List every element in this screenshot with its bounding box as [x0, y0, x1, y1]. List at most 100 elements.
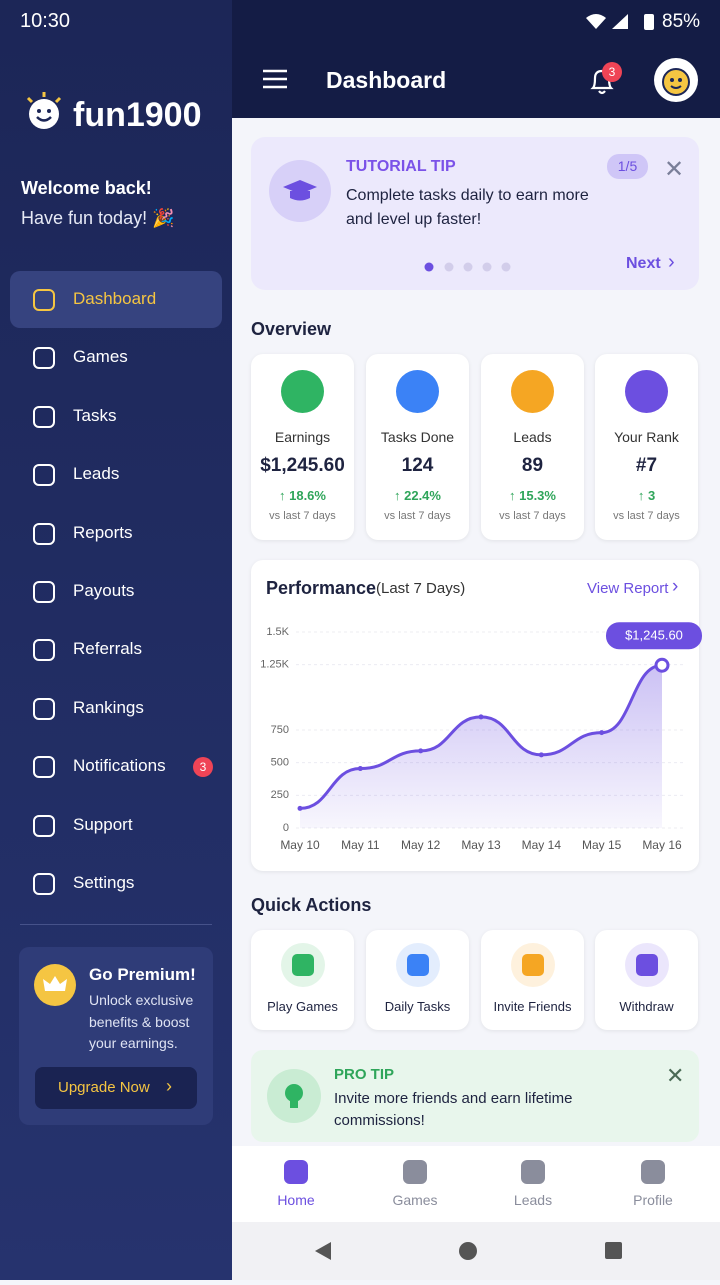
- menu-item[interactable]: Settings: [73, 873, 135, 892]
- action-inner: [522, 954, 544, 976]
- menu-item[interactable]: Notifications: [73, 756, 166, 776]
- pro-tip-label: PRO TIP: [334, 1066, 395, 1083]
- chevron: ›: [672, 576, 679, 597]
- nav-icon[interactable]: [521, 1160, 545, 1184]
- area: [300, 665, 662, 828]
- view-report[interactable]: View Report: [587, 580, 669, 597]
- welcome-sub: Have fun today! 🎉: [21, 208, 175, 228]
- stat-value: 124: [401, 455, 434, 476]
- menu-item[interactable]: Dashboard: [73, 289, 157, 308]
- bulb-icon: [267, 1069, 321, 1123]
- point: [654, 657, 670, 673]
- chevron: ›: [166, 1076, 172, 1096]
- x-tick-label: May 11: [341, 838, 380, 852]
- nav-label[interactable]: Games: [392, 1192, 438, 1208]
- welcome: Welcome back!: [21, 178, 152, 198]
- close[interactable]: ✕: [666, 1063, 685, 1088]
- action-label[interactable]: Daily Tasks: [384, 999, 451, 1014]
- stat-value: 89: [521, 455, 544, 476]
- menu-icon: [32, 814, 56, 838]
- menu-item[interactable]: Reports: [73, 522, 133, 542]
- stat-change: ↑ 3: [637, 488, 656, 503]
- header-bg: [232, 0, 720, 118]
- menu-item[interactable]: Games: [73, 347, 128, 367]
- avatar[interactable]: [654, 58, 698, 102]
- tip-counter: 1/5: [607, 154, 648, 179]
- action-label[interactable]: Play Games: [267, 999, 338, 1014]
- overview-title: Overview: [251, 319, 332, 339]
- menu-item[interactable]: Rankings: [73, 697, 144, 717]
- stat-change: ↑ 18.6%: [279, 488, 326, 503]
- stat-change: ↑ 22.4%: [394, 488, 441, 503]
- stat-label: Your Rank: [614, 429, 679, 445]
- nav-label[interactable]: Profile: [633, 1192, 673, 1208]
- y-tick-label: 750: [271, 724, 289, 736]
- pro-tip-text: Invite more friends and earn lifetime co…: [334, 1090, 573, 1129]
- menu-item[interactable]: Tasks: [73, 405, 117, 425]
- stat-note: vs last 7 days: [499, 510, 566, 522]
- nav-icon[interactable]: [641, 1160, 665, 1184]
- action-inner: [636, 954, 658, 976]
- x-tick-label: May 12: [401, 838, 441, 852]
- menu-icon: [32, 288, 56, 312]
- menu-item[interactable]: Referrals: [73, 639, 142, 659]
- menu-icon: [32, 346, 56, 370]
- pro-tip-card: [251, 1050, 699, 1142]
- x-tick-label: May 14: [522, 838, 562, 852]
- stat-value: #7: [635, 455, 658, 476]
- x-tick-label: May 16: [642, 838, 682, 852]
- action-label[interactable]: Invite Friends: [493, 999, 572, 1014]
- stat-note: vs last 7 days: [384, 510, 451, 522]
- x-tick-label: May 13: [461, 838, 501, 852]
- chart-title: Performance: [266, 578, 377, 598]
- menu-active-bg: [10, 271, 222, 328]
- point: [538, 752, 544, 758]
- logo-icon: [22, 92, 70, 132]
- battery: 85%: [662, 11, 701, 32]
- chevron: ›: [668, 251, 675, 273]
- point: [599, 730, 605, 736]
- stat-icon: [511, 370, 554, 413]
- header-title: Dashboard: [326, 67, 447, 93]
- system-nav: [232, 1222, 720, 1280]
- action-inner: [407, 954, 429, 976]
- pager-dots: [424, 259, 514, 272]
- point: [297, 805, 303, 811]
- time: 10:30: [20, 10, 71, 32]
- next[interactable]: Next: [626, 255, 661, 272]
- stat-label: Tasks Done: [380, 429, 455, 445]
- y-tick-label: 0: [283, 822, 289, 834]
- menu-item[interactable]: Support: [73, 814, 133, 834]
- nav-icon[interactable]: [403, 1160, 427, 1184]
- menu-icon: [32, 638, 56, 662]
- menu-icon: [32, 463, 56, 487]
- close[interactable]: ✕: [664, 156, 685, 183]
- stat-icon: [625, 370, 668, 413]
- y-tick-label: 500: [271, 757, 289, 769]
- stat-note: vs last 7 days: [613, 510, 680, 522]
- premium-text: Unlock exclusive benefits & boost your e…: [89, 992, 194, 1051]
- bottom-nav: [232, 1146, 720, 1222]
- stat-icon: [396, 370, 439, 413]
- menu-button[interactable]: [262, 68, 288, 90]
- menu-icon: [32, 755, 56, 779]
- upgrade-button[interactable]: [35, 1067, 197, 1109]
- action-label[interactable]: Withdraw: [619, 999, 674, 1014]
- menu-item[interactable]: Payouts: [73, 581, 135, 600]
- x-tick-label: May 15: [582, 838, 622, 852]
- nav-label[interactable]: Home: [277, 1192, 315, 1208]
- tip-text: Complete tasks daily to earn more and le…: [346, 187, 589, 228]
- nav-label[interactable]: Leads: [513, 1192, 553, 1208]
- premium-title: Go Premium!: [89, 965, 196, 984]
- menu-item[interactable]: Leads: [73, 464, 120, 484]
- upgrade-label[interactable]: Upgrade Now: [58, 1079, 150, 1096]
- stat-label: Earnings: [274, 429, 331, 445]
- menu-icon: [32, 580, 56, 604]
- nav-icon[interactable]: [284, 1160, 308, 1184]
- point: [357, 766, 363, 772]
- crown-icon: [34, 964, 76, 1006]
- bell-badge: 3: [602, 62, 622, 82]
- point: [478, 714, 484, 720]
- menu-icon: [32, 697, 56, 721]
